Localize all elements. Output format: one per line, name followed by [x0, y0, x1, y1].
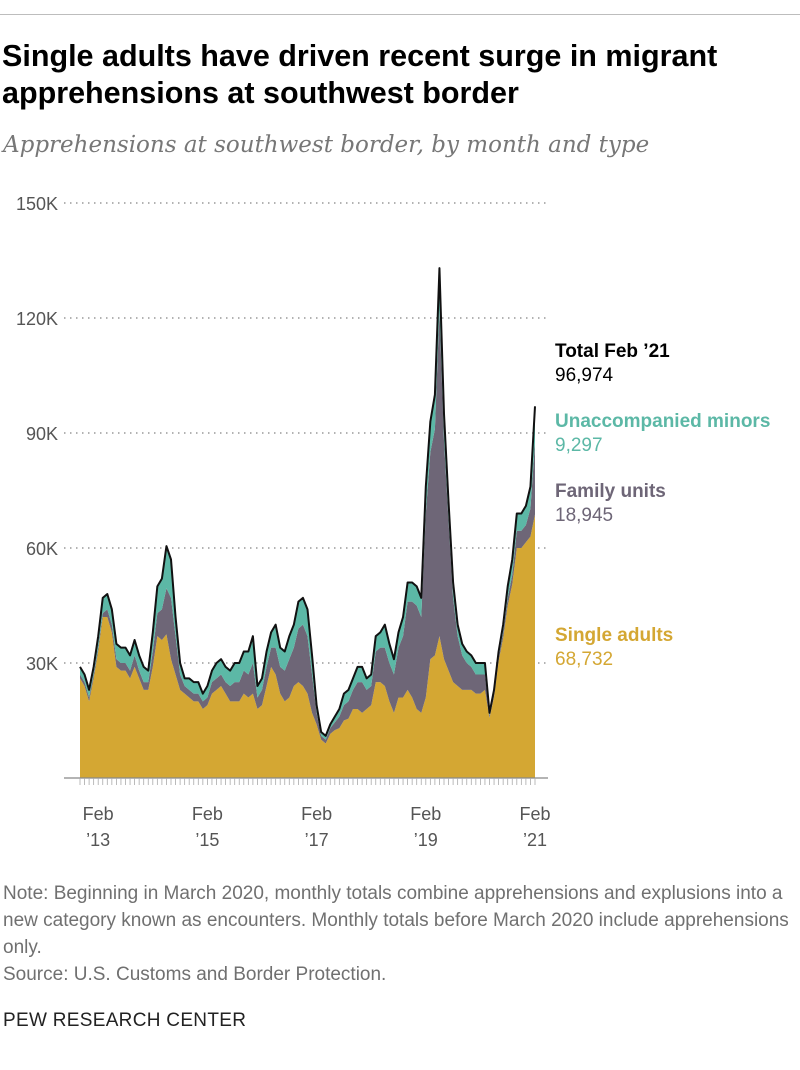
label-family-value: 18,945	[555, 505, 614, 526]
single-adults-area	[80, 514, 535, 778]
label-uac-value: 9,297	[555, 435, 603, 456]
chart-subtitle: Apprehensions at southwest border, by mo…	[3, 132, 650, 158]
y-tick-label: 60K	[26, 539, 58, 559]
family-units-area	[80, 310, 535, 744]
label-uac-name: Unaccompanied minors	[555, 411, 771, 432]
y-tick-label: 30K	[26, 654, 58, 674]
stacked-area-chart: 30K 60K 90K 120K 150K Feb ’13 Feb ’15 Feb ’17 Feb ’…	[16, 194, 551, 850]
note-text: Note: Beginning in March 2020, monthly t…	[3, 883, 789, 958]
label-family-name: Family units	[555, 481, 666, 502]
x-tick-label-year: ’15	[195, 830, 219, 850]
y-tick-label: 90K	[26, 424, 58, 444]
label-total: Total Feb ’21 96,974	[555, 340, 670, 388]
y-tick-label: 150K	[16, 194, 58, 214]
label-total-name: Total Feb ’21	[555, 341, 670, 362]
x-tick-label-month: Feb	[519, 804, 550, 824]
chart-notes: Note: Beginning in March 2020, monthly t…	[3, 880, 798, 988]
x-tick-label-month: Feb	[83, 804, 114, 824]
label-total-value: 96,974	[555, 365, 614, 386]
total-line	[79, 267, 536, 737]
x-tick-label-month: Feb	[301, 804, 332, 824]
y-tick-label: 120K	[16, 309, 58, 329]
x-tick-label-year: ’13	[86, 830, 110, 850]
pew-brand: PEW RESEARCH CENTER	[3, 1010, 247, 1031]
x-tick-label-month: Feb	[410, 804, 441, 824]
label-family: Family units 18,945	[555, 480, 666, 528]
top-rule	[0, 14, 800, 15]
label-single-name: Single adults	[555, 625, 674, 646]
x-tick-label-year: ’19	[414, 830, 438, 850]
chart-title: Single adults have driven recent surge i…	[2, 39, 718, 110]
label-single: Single adults 68,732	[555, 624, 673, 672]
source-text: Source: U.S. Customs and Border Protecti…	[3, 964, 387, 985]
x-tick-label-year: ’21	[523, 830, 547, 850]
x-tick-label-year: ’17	[305, 830, 329, 850]
label-single-value: 68,732	[555, 649, 614, 670]
label-uac: Unaccompanied minors 9,297	[555, 410, 770, 458]
x-tick-label-month: Feb	[192, 804, 223, 824]
